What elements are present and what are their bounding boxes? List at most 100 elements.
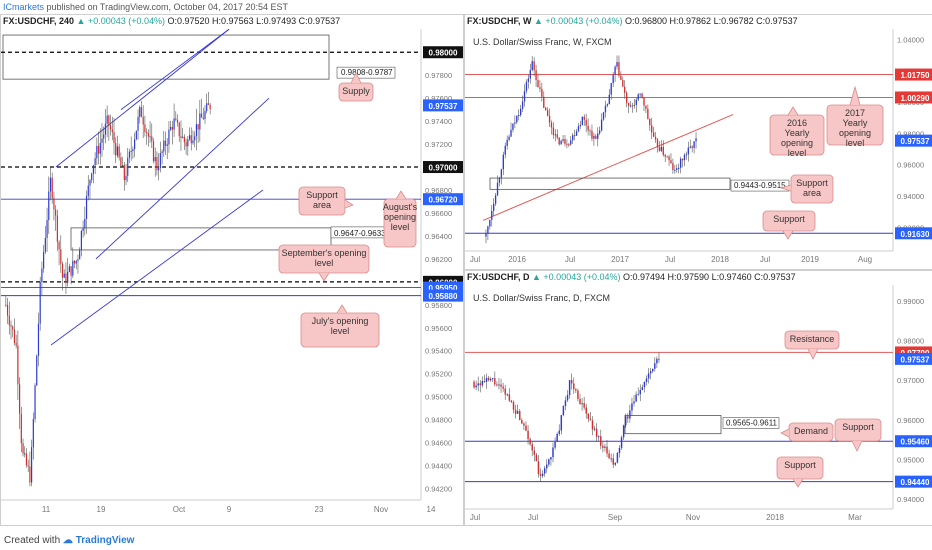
candle-body xyxy=(562,139,564,141)
candle-body xyxy=(616,453,619,463)
candle-body xyxy=(487,377,490,381)
candle-body xyxy=(12,326,14,330)
tradingview-logo[interactable]: ☁ TradingView xyxy=(62,535,135,546)
candle-body xyxy=(548,459,550,465)
candle-body xyxy=(32,418,34,448)
candle-body xyxy=(87,185,89,197)
candle-body xyxy=(104,123,107,135)
candle-body xyxy=(166,144,168,146)
candle-body xyxy=(195,124,198,137)
weekly-trendline xyxy=(482,114,734,221)
candle-body xyxy=(585,407,587,414)
candle-body xyxy=(519,411,521,421)
publish-header: ICmarkets published on TradingView.com, … xyxy=(0,0,932,14)
h4-callout-july-text-0: July's opening xyxy=(312,316,369,326)
candle-body xyxy=(481,381,484,386)
candle-body xyxy=(207,103,210,105)
candle-body xyxy=(199,113,201,130)
candle-body xyxy=(142,116,144,125)
candle-body xyxy=(156,157,158,171)
daily-chart[interactable]: U.S. Dollar/Swiss Franc, D, FXCM 0.99000 0… xyxy=(465,271,932,525)
candle-body xyxy=(134,139,136,150)
weekly-chart[interactable]: U.S. Dollar/Swiss Franc, W, FXCM 1.04000 1… xyxy=(465,15,932,269)
h4-price-tag: 0.96720 xyxy=(429,196,458,205)
publisher-name[interactable]: ICmarkets xyxy=(3,2,45,12)
daily-callout-demand-text-0: Demand xyxy=(794,426,828,436)
candle-body xyxy=(82,228,84,231)
candle-body xyxy=(18,384,21,414)
daily-chart-panel[interactable]: FX:USDCHF, D ▲ +0.00043 (+0.04%) O:0.974… xyxy=(464,270,932,526)
weekly-change: ▲ +0.00043 (+0.04%) xyxy=(534,16,623,26)
candle-body xyxy=(643,97,645,106)
candle-body xyxy=(139,107,141,117)
candle-body xyxy=(504,388,506,395)
h4-supply-label: 0.9808-0.9787 xyxy=(341,68,393,77)
h4-y-tick: 0.95400 xyxy=(425,347,452,356)
h4-price-tag: 0.97537 xyxy=(429,102,458,111)
candle-body xyxy=(652,368,654,372)
candle-body xyxy=(533,61,535,71)
h4-callout-august-text-0: August's xyxy=(383,202,418,212)
candle-body xyxy=(17,345,19,385)
weekly-subtitle: U.S. Dollar/Swiss Franc, W, FXCM xyxy=(473,37,612,47)
candle-body xyxy=(67,271,69,283)
candle-body xyxy=(516,411,519,414)
candle-body xyxy=(96,145,98,159)
candle-body xyxy=(514,409,517,414)
candle-body xyxy=(645,105,647,109)
weekly-price-tag: 0.91630 xyxy=(901,230,930,239)
candle-body xyxy=(200,113,203,118)
candle-body xyxy=(681,158,684,161)
candle-body xyxy=(573,383,575,390)
h4-y-tick: 0.96800 xyxy=(425,186,452,195)
candle-body xyxy=(525,425,527,431)
candle-body xyxy=(168,129,170,145)
weekly-chart-panel[interactable]: FX:USDCHF, W ▲ +0.00043 (+0.04%) O:0.968… xyxy=(464,14,932,270)
candle-body xyxy=(164,140,167,146)
candle-body xyxy=(612,74,614,84)
h4-x-tick: 11 xyxy=(42,505,51,514)
candle-body xyxy=(113,132,115,144)
candle-body xyxy=(118,146,120,158)
candle-body xyxy=(178,122,180,137)
candle-body xyxy=(562,406,565,416)
weekly-x-tick: Aug xyxy=(858,255,872,264)
h4-price-tag: 0.98000 xyxy=(429,49,458,58)
candle-body xyxy=(595,428,598,437)
candle-body xyxy=(508,136,510,140)
candle-body xyxy=(672,163,674,170)
candle-body xyxy=(687,147,690,155)
weekly-callout-2017-text-3: level xyxy=(846,138,865,148)
candle-body xyxy=(618,62,620,76)
candle-body xyxy=(498,177,501,183)
h4-chart[interactable]: U.S. Dollar/Swiss Franc, 240, FXCM0.9800… xyxy=(1,15,463,525)
candle-body xyxy=(564,139,566,144)
candle-body xyxy=(508,394,511,401)
candle-body xyxy=(575,389,577,391)
candle-body xyxy=(668,156,670,161)
candle-body xyxy=(691,146,693,148)
candle-body xyxy=(664,154,666,157)
h4-price-tag-bg xyxy=(423,46,463,59)
weekly-x-tick: 2017 xyxy=(611,255,629,264)
candle-body xyxy=(53,198,55,210)
h4-y-tick: 0.97600 xyxy=(425,94,452,103)
weekly-y-tick: 0.98000 xyxy=(897,129,924,138)
candle-body xyxy=(566,395,569,401)
candle-body xyxy=(158,167,160,171)
h4-chart-header: FX:USDCHF, 240 ▲ +0.00043 (+0.04%) O:0.9… xyxy=(3,16,340,26)
h4-change: ▲ +0.00043 (+0.04%) xyxy=(76,16,165,26)
candle-body xyxy=(10,325,12,327)
h4-chart-panel[interactable]: FX:USDCHF, 240 ▲ +0.00043 (+0.04%) O:0.9… xyxy=(0,14,464,526)
candle-body xyxy=(73,260,76,264)
candle-body xyxy=(552,447,554,458)
h4-x-tick: 14 xyxy=(427,505,436,514)
h4-ohlc: O:0.97520 H:0.97563 L:0.97493 C:0.97537 xyxy=(167,16,341,26)
candle-body xyxy=(5,304,7,306)
footer: Created with ☁ TradingView xyxy=(0,532,932,550)
h4-x-tick: 9 xyxy=(227,505,232,514)
candle-body xyxy=(41,268,43,283)
candle-body xyxy=(521,420,523,424)
daily-x-tick: Jul xyxy=(528,513,538,522)
candle-body xyxy=(29,466,31,483)
